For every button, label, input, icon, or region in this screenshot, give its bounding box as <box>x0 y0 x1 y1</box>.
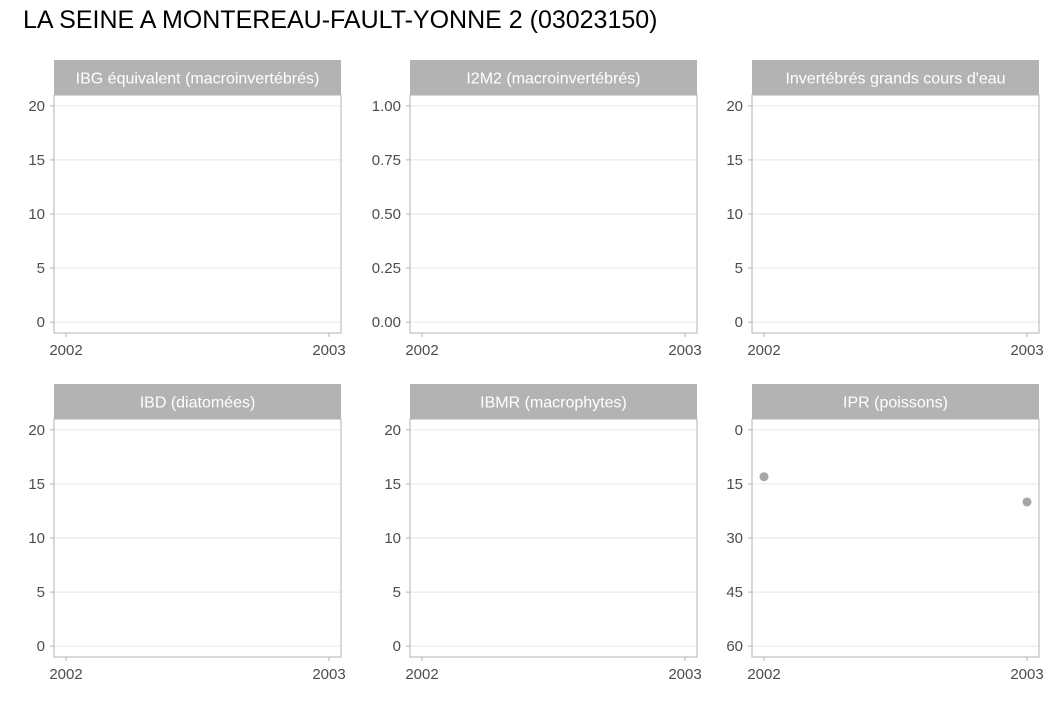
x-tick-label: 2003 <box>668 666 701 683</box>
y-tick-label: 5 <box>393 584 401 601</box>
facet-title: I2M2 (macroinvertébrés) <box>466 71 640 88</box>
panel-border <box>751 418 1040 658</box>
x-tick-label: 2003 <box>312 342 345 359</box>
y-tick-label: 5 <box>735 260 743 277</box>
y-tick-label: 20 <box>28 98 45 115</box>
y-tick-label: 5 <box>37 260 45 277</box>
facet-panel: Invertébrés grands cours d'eau 0 5 10 15 20 20… <box>726 60 1044 359</box>
x-tick-label: 2002 <box>405 666 438 683</box>
y-tick-label: 0 <box>37 314 45 331</box>
y-tick-label: 0 <box>735 422 743 439</box>
facet-panel: IBG équivalent (macroinvertébrés) 0 5 10 15 2… <box>28 60 346 359</box>
panel-border <box>53 418 342 658</box>
y-tick-label: 0.00 <box>372 314 401 331</box>
y-tick-label: 10 <box>384 530 401 547</box>
facet-strip <box>410 384 697 419</box>
facet-panel: I2M2 (macroinvertébrés) 0.00 0.25 0.50 0.75 1… <box>372 60 702 359</box>
x-tick-label: 2002 <box>49 342 82 359</box>
x-tick-label: 2003 <box>1010 666 1043 683</box>
panel-border <box>409 418 698 658</box>
x-tick-label: 2003 <box>312 666 345 683</box>
y-tick-label: 15 <box>726 152 743 169</box>
facet-panel: IBMR (macrophytes) 0 5 10 15 20 2002 2003 <box>384 384 702 683</box>
y-tick-label: 0.50 <box>372 206 401 223</box>
y-tick-label: 10 <box>726 206 743 223</box>
y-tick-label: 20 <box>726 98 743 115</box>
panel-border <box>53 94 342 334</box>
x-tick-label: 2002 <box>49 666 82 683</box>
x-tick-label: 2003 <box>1010 342 1043 359</box>
y-tick-label: 10 <box>28 530 45 547</box>
y-tick-label: 0.25 <box>372 260 401 277</box>
y-tick-label: 30 <box>726 530 743 547</box>
facet-panel: IBD (diatomées) 0 5 10 15 20 2002 2003 <box>28 384 346 683</box>
y-tick-label: 60 <box>726 638 743 655</box>
y-tick-label: 0.75 <box>372 152 401 169</box>
y-tick-label: 0 <box>735 314 743 331</box>
facet-title: IBG équivalent (macroinvertébrés) <box>76 71 320 88</box>
y-tick-label: 15 <box>28 476 45 493</box>
y-tick-label: 1.00 <box>372 98 401 115</box>
y-tick-label: 20 <box>28 422 45 439</box>
facet-strip <box>54 384 341 419</box>
facet-strip <box>752 384 1039 419</box>
y-tick-label: 45 <box>726 584 743 601</box>
y-tick-label: 5 <box>37 584 45 601</box>
facet-strip <box>752 60 1039 95</box>
y-tick-label: 15 <box>28 152 45 169</box>
panel-border <box>409 94 698 334</box>
y-tick-label: 10 <box>28 206 45 223</box>
y-tick-label: 15 <box>384 476 401 493</box>
facet-title: IPR (poissons) <box>843 395 948 412</box>
x-tick-label: 2002 <box>405 342 438 359</box>
data-point <box>759 472 769 482</box>
x-tick-label: 2002 <box>747 342 780 359</box>
facet-title: IBD (diatomées) <box>140 395 256 412</box>
x-tick-label: 2003 <box>668 342 701 359</box>
x-tick-label: 2002 <box>747 666 780 683</box>
y-tick-label: 20 <box>384 422 401 439</box>
y-tick-label: 15 <box>726 476 743 493</box>
facet-title: Invertébrés grands cours d'eau <box>785 71 1005 88</box>
data-point <box>1022 497 1032 507</box>
y-tick-label: 0 <box>393 638 401 655</box>
facet-strip <box>410 60 697 95</box>
facet-title: IBMR (macrophytes) <box>480 395 627 412</box>
y-tick-label: 0 <box>37 638 45 655</box>
panel-border <box>751 94 1040 334</box>
facet-strip <box>54 60 341 95</box>
page-title: LA SEINE A MONTEREAU-FAULT-YONNE 2 (0302… <box>23 6 658 34</box>
